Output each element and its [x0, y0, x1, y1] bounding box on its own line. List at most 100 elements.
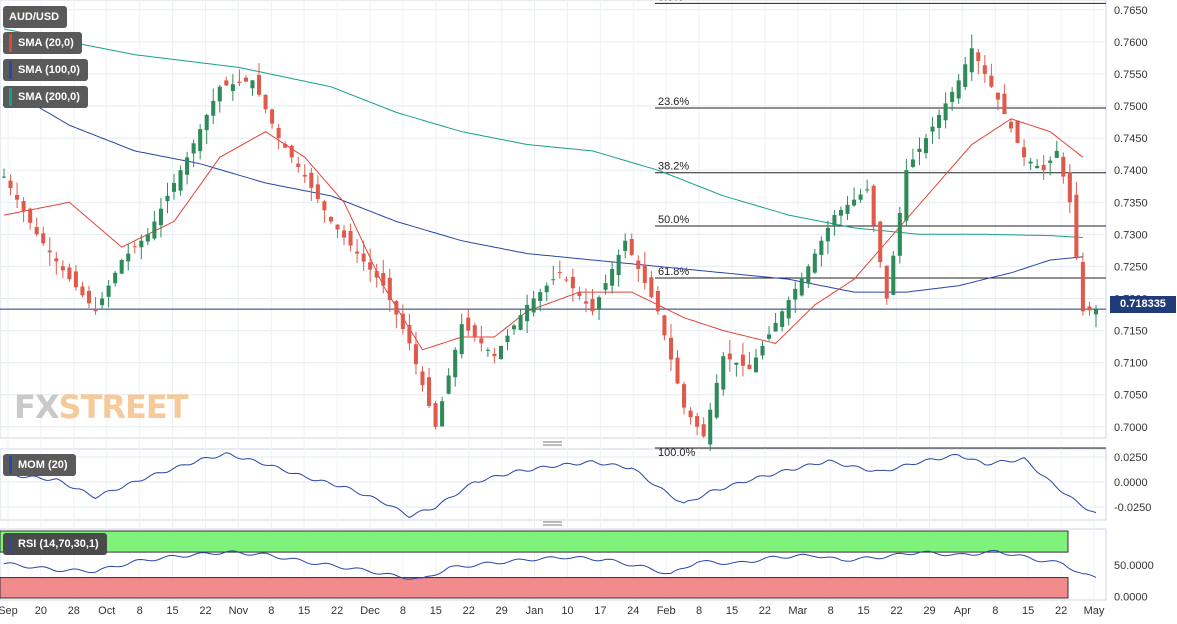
- candle-body: [309, 172, 314, 188]
- candle: [852, 187, 857, 207]
- x-tick-label: Jan: [526, 605, 544, 617]
- candle: [270, 108, 275, 129]
- candle: [747, 351, 752, 370]
- panel-splitter-1[interactable]: [543, 441, 562, 446]
- candle: [1008, 119, 1014, 133]
- candle-body: [963, 64, 968, 87]
- candle-body: [852, 199, 857, 206]
- candle: [113, 270, 118, 287]
- sma100-line: [3, 86, 1083, 293]
- candle-body: [1061, 156, 1066, 177]
- candle: [629, 233, 634, 257]
- candle: [714, 374, 719, 420]
- candle-body: [577, 291, 582, 296]
- candle: [603, 274, 608, 295]
- candle: [152, 211, 157, 241]
- candle-body: [132, 246, 137, 248]
- candle-body: [956, 80, 961, 99]
- candle-body: [341, 230, 347, 238]
- panel-splitter-2[interactable]: [543, 521, 562, 526]
- candle: [838, 206, 844, 227]
- candle: [917, 137, 922, 166]
- candle-body: [387, 277, 392, 301]
- candle: [217, 84, 222, 113]
- candle: [8, 174, 13, 196]
- candle-body: [564, 279, 569, 281]
- candle-body: [767, 334, 772, 339]
- sma200-legend[interactable]: SMA (200,0): [3, 86, 88, 108]
- candle: [1041, 154, 1046, 180]
- candle: [701, 417, 706, 438]
- candle: [793, 281, 798, 313]
- y-tick-label: 50.0000: [1114, 560, 1154, 572]
- candle: [407, 313, 412, 351]
- candle: [132, 241, 137, 254]
- candle-body: [355, 251, 360, 254]
- candle-body: [773, 322, 778, 332]
- candle-body: [86, 290, 92, 304]
- sma20-legend[interactable]: SMA (20,0): [3, 32, 82, 54]
- candle: [531, 290, 536, 317]
- mom-panel: [0, 448, 1107, 521]
- candle-body: [1035, 165, 1040, 169]
- candle-body: [100, 298, 105, 306]
- candle-body: [283, 143, 288, 148]
- candle-body: [1067, 172, 1072, 203]
- x-tick-label: 22: [1055, 605, 1067, 617]
- candle: [655, 286, 660, 315]
- rsi-swatch: [9, 535, 12, 553]
- candle-body: [67, 267, 72, 280]
- candle: [544, 282, 549, 302]
- candle: [145, 228, 150, 246]
- candle-body: [825, 227, 830, 242]
- sma100-legend[interactable]: SMA (100,0): [3, 59, 88, 81]
- candle: [86, 285, 92, 309]
- candle-body: [276, 127, 281, 139]
- candle-body: [570, 276, 575, 289]
- candle-body: [263, 94, 268, 110]
- candle-body: [34, 227, 39, 235]
- y-tick-label: 0.7450: [1114, 133, 1148, 145]
- candle: [675, 349, 680, 385]
- candle-body: [871, 185, 876, 226]
- y-tick-label: 0.7100: [1114, 358, 1148, 370]
- candle-body: [1041, 164, 1046, 171]
- candle: [73, 265, 78, 291]
- candle-body: [204, 114, 209, 131]
- candle-body: [433, 403, 438, 427]
- candle-body: [106, 285, 111, 297]
- candle-body: [649, 277, 654, 298]
- x-tick-label: 22: [890, 605, 902, 617]
- rsi-legend[interactable]: RSI (14,70,30,1): [3, 533, 107, 555]
- candle: [296, 156, 301, 173]
- candle-body: [217, 86, 222, 102]
- fib-level-label: 100.0%: [658, 447, 696, 459]
- candle-body: [270, 109, 275, 124]
- x-tick-label: 8: [268, 605, 274, 617]
- candle: [368, 248, 373, 283]
- x-tick-label: 15: [858, 605, 870, 617]
- candle: [734, 362, 739, 377]
- candle: [551, 265, 556, 285]
- y-tick-label: 0.7000: [1114, 422, 1148, 434]
- candle-body: [361, 253, 366, 262]
- candle: [60, 260, 65, 279]
- candle: [309, 167, 314, 201]
- symbol-label[interactable]: AUD/USD: [3, 6, 68, 28]
- candle-body: [583, 301, 588, 304]
- candle-body: [832, 215, 837, 226]
- candle: [806, 264, 811, 288]
- candle-body: [47, 250, 52, 253]
- candle: [995, 92, 1000, 111]
- candle-body: [459, 324, 464, 355]
- candle-body: [420, 371, 425, 386]
- candle: [597, 295, 602, 320]
- candle: [590, 288, 595, 316]
- candle-body: [335, 224, 340, 230]
- candle-body: [662, 315, 667, 336]
- candle: [740, 342, 745, 377]
- x-tick-label: Apr: [954, 605, 971, 617]
- candle-body: [838, 209, 844, 216]
- mom-legend[interactable]: MOM (20): [3, 454, 76, 476]
- candle: [492, 348, 497, 364]
